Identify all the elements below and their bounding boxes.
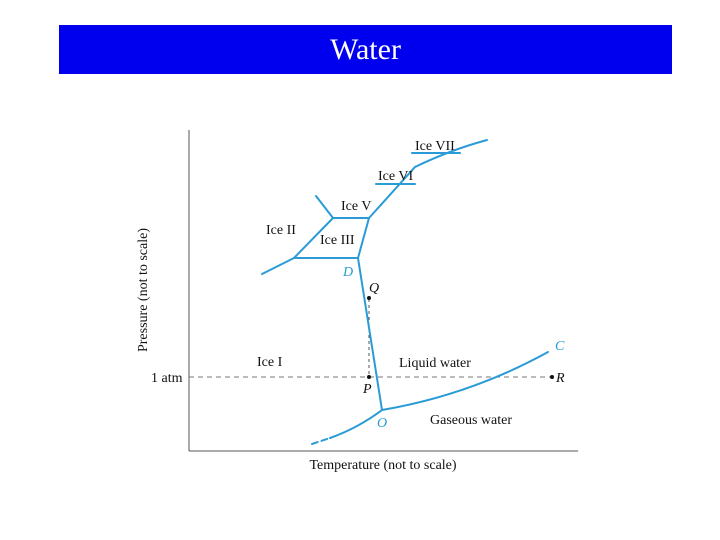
label-ice-v: Ice V — [341, 199, 371, 214]
melting-curve — [357, 257, 383, 411]
y-axis-label: Pressure (not to scale) — [136, 228, 151, 352]
y-tick-1-atm: 1 atm — [151, 371, 183, 386]
label-liquid-water: Liquid water — [399, 356, 471, 371]
vaporization-curve — [381, 351, 549, 411]
label-ice-ii: Ice II — [266, 223, 296, 238]
label-point-r: R — [555, 371, 565, 386]
title-bar: Water — [59, 25, 672, 74]
slide-title: Water — [330, 32, 401, 66]
sublimation-curve-dashed — [311, 437, 331, 445]
label-point-p: P — [362, 382, 372, 397]
ice-ii-ice-iii-boundary — [293, 217, 334, 259]
ice-iii-liquid-boundary — [357, 217, 370, 259]
label-ice-iii: Ice III — [320, 233, 355, 248]
label-ice-vii: Ice VII — [415, 139, 455, 154]
point-r-dot — [550, 375, 554, 379]
point-q-dot — [367, 296, 371, 300]
label-ice-vi: Ice VI — [378, 169, 413, 184]
label-gaseous-water: Gaseous water — [430, 413, 512, 428]
ice-i-ice-ii-boundary — [261, 257, 295, 275]
label-point-c: C — [555, 339, 565, 354]
ice-ii-ice-v-boundary — [315, 195, 334, 219]
label-point-o: O — [377, 416, 387, 431]
label-point-q: Q — [369, 281, 379, 296]
sublimation-curve — [329, 409, 383, 439]
x-axis-label: Temperature (not to scale) — [309, 458, 456, 473]
label-point-d: D — [342, 265, 353, 280]
point-p-dot — [367, 375, 371, 379]
label-ice-i: Ice I — [257, 355, 283, 370]
